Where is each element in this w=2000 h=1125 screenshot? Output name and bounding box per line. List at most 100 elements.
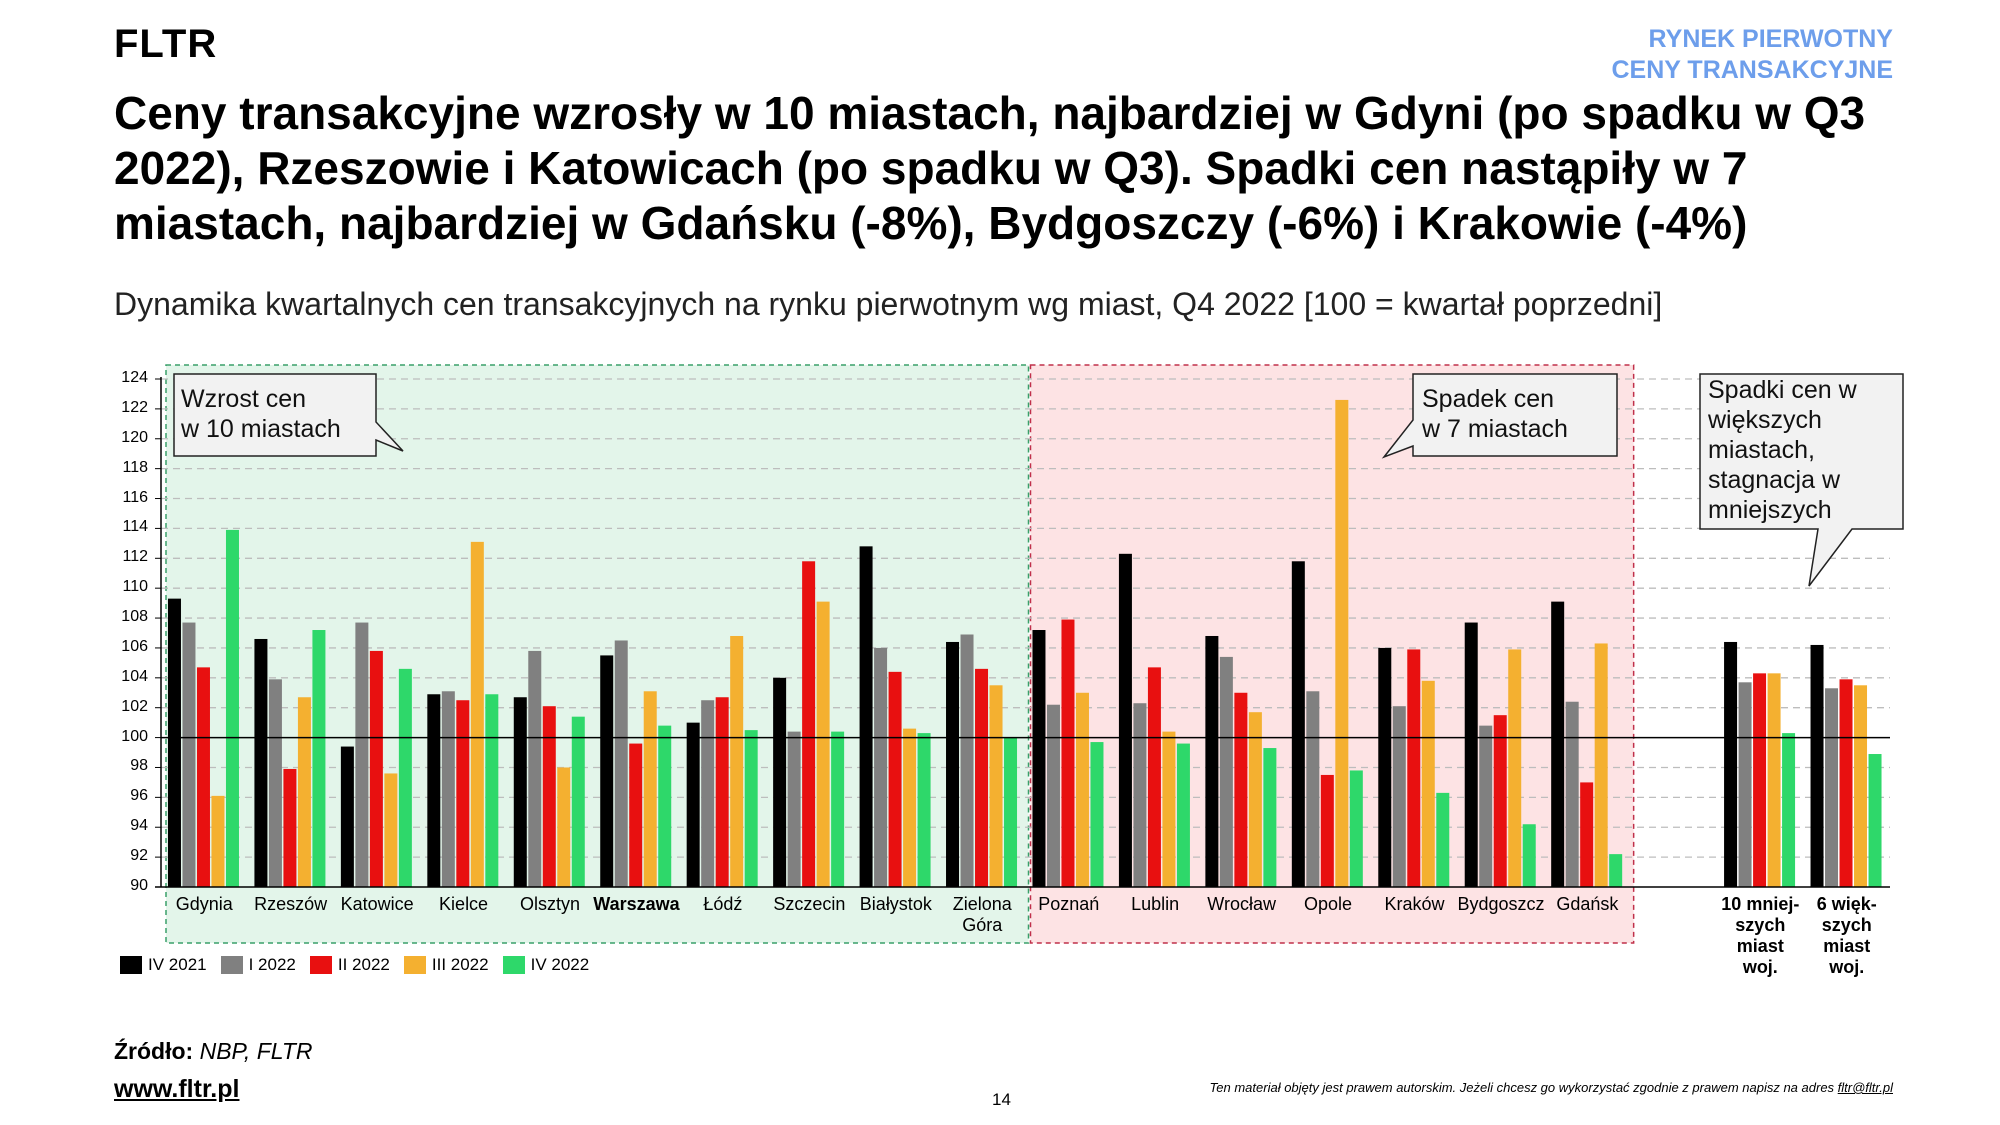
x-tick-label: Wrocław: [1192, 894, 1292, 915]
x-tick-label-line: Kielce: [439, 894, 489, 914]
bar-iii-2022: [989, 685, 1003, 887]
bar-i-2022: [1825, 688, 1839, 887]
callout-text: Wzrost cen: [181, 385, 307, 413]
copyright-note: Ten materiał objęty jest prawem autorski…: [1210, 1080, 1893, 1095]
section-label: RYNEK PIERWOTNY CENY TRANSAKCYJNE: [1611, 24, 1893, 86]
bar-iv-2022: [1782, 733, 1796, 887]
x-tick-label: Katowice: [327, 894, 427, 915]
bar-i-2022: [1306, 691, 1320, 887]
bar-iii-2022: [1508, 649, 1522, 887]
bar-iv-2021: [686, 722, 700, 887]
x-tick-label: Opole: [1278, 894, 1378, 915]
bar-iii-2022: [1421, 680, 1435, 887]
bar-iv-2022: [225, 529, 239, 887]
x-tick-label-line: Łódź: [703, 894, 743, 914]
bar-i-2022: [787, 731, 801, 887]
bar-ii-2022: [1580, 782, 1594, 887]
x-tick-label-line: 10 mniej-: [1721, 894, 1800, 914]
x-tick-label: Łódź: [673, 894, 773, 915]
bar-iii-2022: [903, 728, 917, 887]
legend-item: III 2022: [403, 955, 489, 975]
bar-ii-2022: [1839, 679, 1853, 887]
bar-iv-2021: [600, 655, 614, 887]
x-tick-label: Kielce: [414, 894, 514, 915]
x-tick-label-line: Katowice: [340, 894, 414, 914]
callout-growth-box: [173, 373, 404, 457]
bar-iii-2022: [1767, 673, 1781, 887]
legend-label: I 2022: [248, 955, 296, 974]
x-tick-label-line: 6 więk-: [1816, 894, 1877, 914]
x-tick-label-line: Kraków: [1384, 894, 1445, 914]
y-tick-label: 124: [121, 369, 148, 386]
bar-iv-2022: [1004, 737, 1018, 887]
bar-iii-2022: [297, 697, 311, 887]
callout-text: większych: [1708, 406, 1822, 434]
x-tick-label-line: Białystok: [859, 894, 932, 914]
x-tick-label-line: Rzeszów: [254, 894, 328, 914]
bar-ii-2022: [975, 668, 989, 887]
source-label: Źródło:: [114, 1038, 194, 1064]
callout-text: w 10 miastach: [181, 415, 341, 443]
bar-iii-2022: [1335, 399, 1349, 887]
bar-i-2022: [1565, 701, 1579, 887]
bar-iv-2021: [427, 694, 441, 887]
x-tick-label: Lublin: [1105, 894, 1205, 915]
legend-swatch: [309, 956, 332, 974]
x-tick-label: Gdynia: [154, 894, 254, 915]
bar-iv-2021: [1118, 553, 1132, 887]
bar-iv-2022: [1176, 743, 1190, 887]
x-tick-label-line: miast: [1823, 936, 1871, 956]
legend-swatch: [120, 956, 142, 974]
bar-ii-2022: [1407, 649, 1421, 887]
x-tick-label-line: Zielona: [952, 894, 1012, 914]
bar-ii-2022: [1147, 667, 1161, 887]
bar-iv-2021: [167, 598, 181, 887]
x-tick-label-line: Lublin: [1131, 894, 1180, 914]
x-tick-label: Szczecin: [759, 894, 859, 915]
bar-i-2022: [614, 640, 628, 887]
bar-iv-2022: [831, 731, 845, 887]
legend-swatch: [502, 956, 525, 974]
x-tick-label-line: Poznań: [1038, 894, 1100, 914]
legend-item: IV 2022: [502, 955, 589, 975]
bar-iii-2022: [1854, 685, 1868, 887]
x-tick-label: Bydgoszcz: [1451, 894, 1551, 915]
bar-iv-2022: [1090, 742, 1104, 887]
bar-iv-2021: [859, 546, 873, 887]
callout-decline-box: [1381, 373, 1618, 459]
legend-item: I 2022: [220, 955, 296, 975]
bar-iii-2022: [1594, 643, 1608, 887]
y-tick-label: 110: [122, 578, 148, 596]
callout-growth: Wzrost cen w 10 miastach: [181, 384, 341, 444]
email-link[interactable]: fltr@fltr.pl: [1837, 1080, 1893, 1095]
callout-decline: Spadek cen w 7 miastach: [1422, 384, 1568, 444]
callout-aggregate-box: [1699, 373, 1904, 587]
y-tick-label: 114: [122, 518, 148, 536]
x-tick-label-line: Wrocław: [1207, 894, 1276, 914]
y-tick-label: 92: [130, 847, 148, 865]
y-tick-label: 100: [121, 727, 148, 745]
y-tick-label: 108: [121, 608, 148, 626]
logo: FLTR: [114, 22, 218, 66]
website-link[interactable]: www.fltr.pl: [114, 1075, 240, 1103]
bar-iii-2022: [730, 635, 744, 887]
callout-text: Spadek cen: [1422, 385, 1555, 413]
chart-subtitle: Dynamika kwartalnych cen transakcyjnych …: [114, 286, 1663, 322]
legend-swatch: [220, 956, 243, 974]
bar-ii-2022: [369, 650, 383, 887]
x-tick-label-line: szych: [1735, 915, 1786, 935]
x-tick-label-line: miast: [1736, 936, 1784, 956]
x-tick-label-line: Góra: [962, 915, 1003, 935]
legend-item: IV 2021: [120, 955, 207, 975]
y-tick-label: 116: [122, 488, 148, 506]
x-tick-label: Olsztyn: [500, 894, 600, 915]
x-tick-label: Rzeszów: [241, 894, 341, 915]
bar-ii-2022: [1234, 692, 1248, 887]
bar-iv-2021: [1551, 601, 1565, 887]
bar-i-2022: [355, 622, 369, 887]
bar-iv-2021: [1378, 647, 1392, 887]
bar-iv-2022: [1522, 824, 1536, 887]
x-tick-label: Zielona Góra: [932, 894, 1032, 936]
callout-aggregate: Spadki cen w większych miastach, stagnac…: [1708, 375, 1857, 525]
